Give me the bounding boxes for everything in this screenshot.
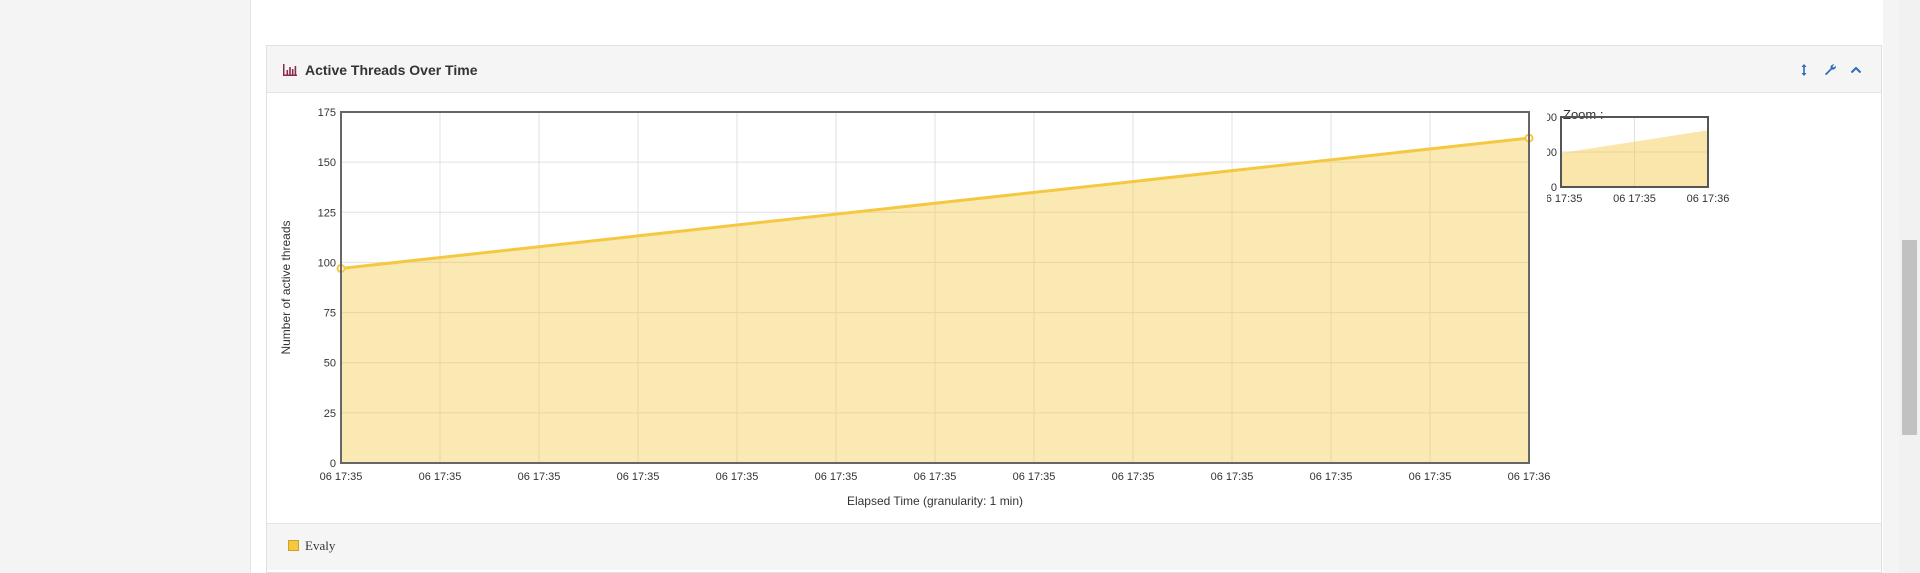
y-tick-label: 75 <box>324 308 336 320</box>
zoom-label: Zoom : <box>1563 107 1603 122</box>
series-line <box>340 136 1530 270</box>
left-sidebar <box>0 0 251 573</box>
zoom-x-tick-label: 06 17:36 <box>1687 193 1730 205</box>
panel-title: Active Threads Over Time <box>305 62 478 78</box>
x-tick-label: 06 17:36 <box>1508 471 1551 483</box>
plot-frame <box>340 111 1530 464</box>
chart-area: 0 25 50 75 100 125 150 175 06 17:35 06 17:35 06 1… <box>267 93 1881 518</box>
active-threads-panel: Active Threads Over Time 0 25 50 75 100 125 15… <box>266 45 1882 573</box>
x-axis-label: Elapsed Time (granularity: 1 min) <box>847 494 1023 508</box>
x-tick-label: 06 17:35 <box>1013 471 1056 483</box>
legend-swatch[interactable] <box>288 540 299 551</box>
resize-icon[interactable] <box>1796 62 1812 78</box>
x-tick-label: 06 17:35 <box>320 471 363 483</box>
zoom-x-tick-label: 06 17:35 <box>1613 193 1656 205</box>
zoom-x-ticks: 06 17:35 06 17:35 06 17:36 <box>1547 193 1729 205</box>
y-tick-label: 0 <box>330 458 336 470</box>
zoom-overview-chart[interactable]: Zoom : 200 100 0 06 17:35 06 17:35 06 17:36 <box>1547 93 1767 233</box>
x-tick-label: 06 17:35 <box>419 471 462 483</box>
series-area <box>341 138 1529 463</box>
x-tick-label: 06 17:35 <box>1310 471 1353 483</box>
x-tick-label: 06 17:35 <box>815 471 858 483</box>
zoom-frame <box>1560 116 1709 188</box>
y-tick-label: 175 <box>318 107 336 119</box>
y-tick-label: 100 <box>318 257 336 269</box>
x-tick-label: 06 17:35 <box>1112 471 1155 483</box>
y-tick-label: 150 <box>318 157 336 169</box>
y-axis-label: Number of active threads <box>279 220 293 354</box>
y-tick-label: 25 <box>324 408 336 420</box>
zoom-series <box>1561 130 1708 187</box>
x-tick-label: 06 17:35 <box>518 471 561 483</box>
y-tick-label: 125 <box>318 207 336 219</box>
wrench-icon[interactable] <box>1822 62 1838 78</box>
x-axis-ticks: 06 17:35 06 17:35 06 17:35 06 17:35 06 17:35… <box>320 471 1551 483</box>
scrollbar-thumb[interactable] <box>1902 240 1917 435</box>
x-tick-label: 06 17:35 <box>716 471 759 483</box>
x-tick-label: 06 17:35 <box>1211 471 1254 483</box>
zoom-y-tick-label: 200 <box>1547 112 1557 124</box>
legend: Evaly <box>267 523 1881 570</box>
collapse-icon[interactable] <box>1848 62 1864 78</box>
x-tick-label: 06 17:35 <box>1409 471 1452 483</box>
panel-header: Active Threads Over Time <box>267 46 1881 93</box>
y-tick-label: 50 <box>324 358 336 370</box>
legend-label[interactable]: Evaly <box>305 538 336 553</box>
zoom-x-tick-label: 06 17:35 <box>1547 193 1582 205</box>
zoom-y-tick-label: 0 <box>1551 182 1557 194</box>
bar-chart-icon <box>283 64 297 76</box>
x-tick-label: 06 17:35 <box>914 471 957 483</box>
y-axis-ticks: 0 25 50 75 100 125 150 175 <box>318 107 336 470</box>
x-tick-label: 06 17:35 <box>617 471 660 483</box>
zoom-series-area <box>1561 130 1708 187</box>
zoom-y-ticks: 200 100 0 <box>1547 112 1557 194</box>
zoom-y-tick-label: 100 <box>1547 147 1557 159</box>
